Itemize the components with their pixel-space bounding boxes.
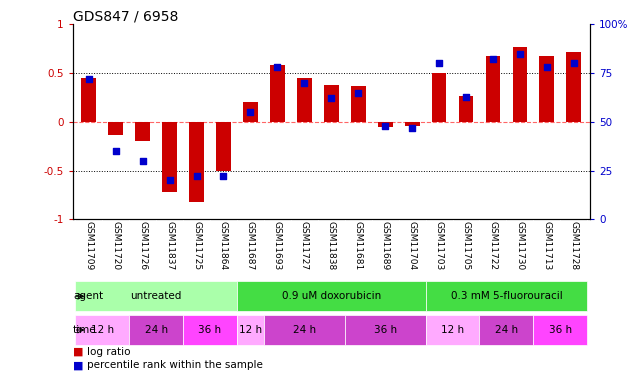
Bar: [533, 315, 587, 345]
Bar: [81, 78, 96, 122]
Bar: [109, 122, 123, 135]
Text: GSM11705: GSM11705: [461, 220, 471, 270]
Bar: [404, 122, 420, 126]
Text: 24 h: 24 h: [495, 325, 518, 335]
Bar: [297, 78, 312, 122]
Bar: [270, 65, 285, 122]
Point: [165, 177, 175, 183]
Text: untreated: untreated: [131, 291, 182, 301]
Bar: [183, 315, 237, 345]
Bar: [162, 122, 177, 192]
Bar: [459, 96, 473, 122]
Bar: [345, 315, 425, 345]
Text: GSM11838: GSM11838: [327, 220, 336, 270]
Bar: [567, 52, 581, 122]
Text: GSM11709: GSM11709: [84, 220, 93, 270]
Bar: [324, 85, 339, 122]
Bar: [237, 315, 264, 345]
Text: GSM11693: GSM11693: [273, 220, 282, 270]
Text: percentile rank within the sample: percentile rank within the sample: [87, 360, 263, 370]
Point: [245, 109, 256, 115]
Point: [110, 148, 121, 154]
Point: [273, 64, 283, 70]
Text: GSM11727: GSM11727: [300, 220, 309, 270]
Text: GSM11726: GSM11726: [138, 220, 147, 270]
Text: ■: ■: [73, 347, 83, 357]
Bar: [75, 315, 129, 345]
Text: time: time: [73, 325, 97, 335]
Point: [542, 64, 552, 70]
Text: GSM11689: GSM11689: [380, 220, 390, 270]
Bar: [425, 281, 587, 311]
Bar: [135, 122, 150, 141]
Text: 0.9 uM doxorubicin: 0.9 uM doxorubicin: [281, 291, 381, 301]
Text: log ratio: log ratio: [87, 347, 131, 357]
Text: GSM11837: GSM11837: [165, 220, 174, 270]
Text: GSM11725: GSM11725: [192, 220, 201, 270]
Text: GSM11681: GSM11681: [354, 220, 363, 270]
Bar: [512, 47, 528, 122]
Bar: [486, 56, 500, 122]
Point: [569, 60, 579, 66]
Text: 24 h: 24 h: [293, 325, 316, 335]
Text: GSM11730: GSM11730: [516, 220, 524, 270]
Point: [326, 96, 336, 102]
Point: [138, 158, 148, 164]
Bar: [425, 315, 480, 345]
Text: GDS847 / 6958: GDS847 / 6958: [73, 9, 178, 23]
Point: [434, 60, 444, 66]
Text: GSM11722: GSM11722: [488, 220, 497, 270]
Point: [380, 123, 390, 129]
Bar: [351, 86, 365, 122]
Bar: [432, 73, 447, 122]
Text: 12 h: 12 h: [91, 325, 114, 335]
Point: [299, 80, 309, 86]
Bar: [237, 281, 425, 311]
Text: 24 h: 24 h: [144, 325, 168, 335]
Text: 36 h: 36 h: [374, 325, 397, 335]
Text: agent: agent: [73, 291, 103, 301]
Text: 36 h: 36 h: [549, 325, 572, 335]
Bar: [243, 102, 258, 122]
Text: GSM11728: GSM11728: [569, 220, 579, 270]
Text: GSM11704: GSM11704: [408, 220, 416, 270]
Point: [84, 76, 94, 82]
Text: 12 h: 12 h: [441, 325, 464, 335]
Text: ■: ■: [73, 360, 83, 370]
Bar: [216, 122, 231, 171]
Bar: [264, 315, 345, 345]
Text: GSM11864: GSM11864: [219, 220, 228, 270]
Text: 12 h: 12 h: [239, 325, 262, 335]
Point: [191, 174, 201, 180]
Text: GSM11713: GSM11713: [543, 220, 551, 270]
Text: 36 h: 36 h: [198, 325, 221, 335]
Bar: [75, 281, 237, 311]
Point: [353, 90, 363, 96]
Bar: [129, 315, 183, 345]
Bar: [189, 122, 204, 202]
Bar: [480, 315, 533, 345]
Text: GSM11720: GSM11720: [111, 220, 120, 270]
Point: [218, 174, 228, 180]
Bar: [540, 56, 554, 122]
Text: GSM11703: GSM11703: [435, 220, 444, 270]
Point: [488, 57, 498, 63]
Text: GSM11687: GSM11687: [246, 220, 255, 270]
Point: [461, 93, 471, 99]
Bar: [378, 122, 392, 127]
Text: 0.3 mM 5-fluorouracil: 0.3 mM 5-fluorouracil: [451, 291, 562, 301]
Point: [515, 51, 525, 57]
Point: [407, 125, 417, 131]
